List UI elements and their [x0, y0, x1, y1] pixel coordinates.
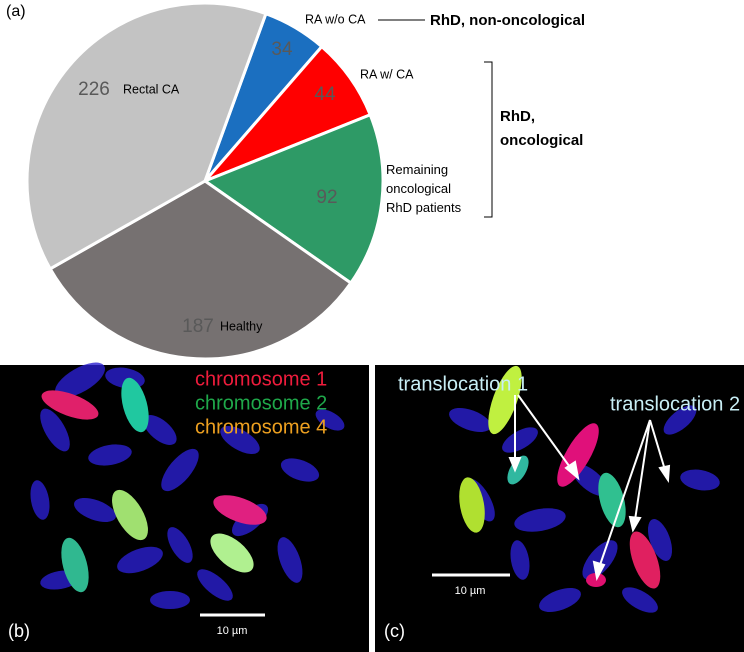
value-label: 44 — [314, 84, 336, 105]
slice-label: RA w/ CA — [360, 67, 414, 81]
chromosome-blob — [117, 546, 163, 574]
pie-slice — [25, 1, 268, 271]
chromosome — [598, 472, 626, 528]
chromosome-blob — [510, 540, 530, 580]
chromosome-blob — [315, 409, 345, 431]
chromosome — [121, 377, 149, 433]
chromosome — [586, 573, 606, 587]
group-label-box: RhD, oncological — [500, 108, 584, 149]
chromosome — [507, 455, 529, 485]
panel-label: (a) — [6, 3, 26, 20]
chromosome-blob — [280, 458, 320, 482]
chromosome-blob — [622, 587, 658, 613]
chromosome-blob — [582, 540, 618, 580]
chromosome — [557, 423, 599, 487]
chromosome-blob — [30, 480, 50, 520]
image-legend: translocation 2 — [610, 393, 740, 415]
image-legend: chromosome 2 — [195, 392, 327, 414]
chromosome — [112, 489, 148, 541]
chromosome — [61, 537, 89, 593]
value-label: 92 — [316, 187, 337, 208]
slice-label: Rectal CA — [123, 82, 180, 96]
pie-slice — [48, 179, 353, 361]
chromosome-blob — [449, 407, 491, 433]
chromosome-blob — [197, 569, 233, 601]
chromosome-blob — [161, 448, 199, 492]
chromosome — [213, 495, 267, 525]
image-legend: chromosome 1 — [195, 368, 327, 390]
chromosome-blob — [502, 427, 538, 453]
image-legend: chromosome 4 — [195, 416, 327, 438]
scale-label: 10 µm — [217, 625, 248, 637]
chromosome-blob — [539, 587, 581, 613]
chromosome-blob — [167, 527, 193, 563]
slice-label: Healthy — [220, 319, 263, 333]
panel-label: (c) — [384, 621, 405, 641]
chromosome — [41, 390, 99, 420]
chromosome-blob — [663, 405, 697, 435]
chromosome-blob — [40, 408, 70, 452]
chromosomes — [30, 362, 720, 613]
slice-label: RA w/o CA — [305, 12, 366, 26]
group-label: RhD, oncological — [500, 108, 584, 149]
chromosome-blob — [220, 426, 260, 454]
scale-label: 10 µm — [455, 585, 486, 597]
slice-label-box: Remaining oncological RhD patients — [386, 162, 462, 215]
chromosome-blob — [514, 508, 566, 532]
chromosome-blob — [88, 444, 132, 466]
chromosome — [629, 531, 661, 589]
value-label: 34 — [271, 39, 293, 60]
chromosome — [459, 477, 485, 533]
value-label: 187 — [182, 316, 214, 337]
panel-label: (b) — [8, 621, 30, 641]
chromosome-blob — [55, 362, 105, 398]
chromosome-blob — [150, 591, 190, 609]
arrows — [508, 394, 671, 581]
image-legend: translocation 1 — [398, 373, 528, 395]
chromosome — [488, 365, 522, 435]
group-label: RhD, non-oncological — [430, 12, 585, 29]
chromosome — [210, 533, 254, 573]
chromosome-blob — [74, 497, 116, 523]
bracket — [484, 61, 493, 218]
slice-label: Remaining oncological RhD patients — [386, 162, 462, 215]
value-label: 226 — [78, 79, 110, 100]
pie-slice — [201, 112, 385, 286]
chromosome-blob — [680, 469, 720, 491]
chromosome-blob — [143, 415, 177, 445]
chromosome-blob — [277, 537, 303, 583]
